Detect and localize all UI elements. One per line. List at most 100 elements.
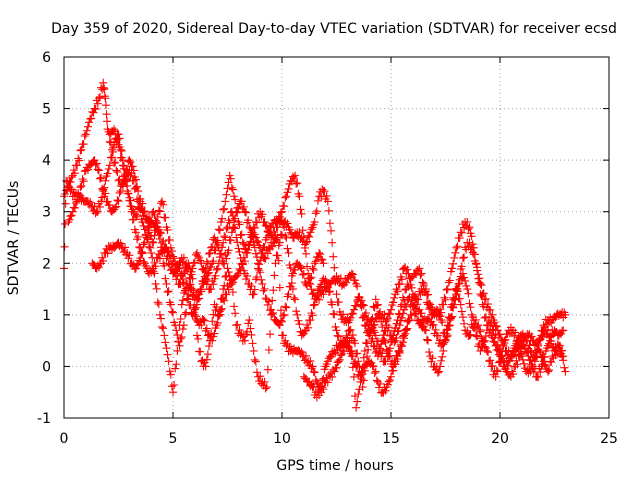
data-point: [319, 374, 328, 383]
data-point: [369, 341, 378, 350]
data-point: [209, 257, 218, 266]
data-point: [280, 310, 289, 319]
data-point: [188, 291, 197, 300]
data-point: [222, 190, 231, 199]
data-point: [491, 372, 500, 381]
data-point: [401, 285, 410, 294]
y-tick-label: -1: [37, 411, 51, 427]
data-point: [137, 203, 146, 212]
data-point: [252, 368, 261, 377]
data-point: [315, 391, 324, 400]
data-point: [119, 164, 128, 173]
data-point: [77, 145, 86, 154]
data-point: [437, 356, 446, 365]
data-point: [103, 117, 112, 126]
data-point: [296, 205, 305, 214]
data-point: [376, 310, 385, 319]
data-point: [463, 326, 472, 335]
data-point: [187, 267, 196, 276]
data-point: [235, 264, 244, 273]
data-point: [464, 289, 473, 298]
data-point: [305, 279, 314, 288]
data-point: [247, 282, 256, 291]
data-point: [170, 380, 179, 389]
data-point: [159, 200, 168, 209]
data-point: [383, 314, 392, 323]
data-point: [75, 156, 84, 165]
data-point: [146, 243, 155, 252]
data-point: [220, 296, 229, 305]
data-point: [139, 240, 148, 249]
data-point: [263, 227, 272, 236]
x-tick-label: 20: [491, 431, 509, 447]
data-point: [245, 223, 254, 232]
data-point: [211, 271, 220, 280]
data-point: [443, 285, 452, 294]
data-point: [274, 256, 283, 265]
data-point: [216, 305, 225, 314]
data-point: [307, 225, 316, 234]
data-points: [60, 78, 570, 412]
data-point: [173, 346, 182, 355]
data-point: [348, 309, 357, 318]
data-point: [149, 238, 158, 247]
data-point: [343, 341, 352, 350]
data-point: [142, 215, 151, 224]
data-point: [442, 332, 451, 341]
data-point: [172, 360, 181, 369]
data-point: [242, 208, 251, 217]
data-point: [419, 279, 428, 288]
data-point: [395, 321, 404, 330]
data-point: [538, 360, 547, 369]
data-point: [180, 260, 189, 269]
data-point: [112, 202, 121, 211]
data-point: [249, 346, 258, 355]
data-point: [95, 174, 104, 183]
data-point: [341, 337, 350, 346]
data-point: [517, 349, 526, 358]
data-point: [282, 233, 291, 242]
data-point: [148, 237, 157, 246]
data-point: [439, 346, 448, 355]
data-point: [429, 320, 438, 329]
data-point: [261, 254, 270, 263]
data-point: [231, 195, 240, 204]
data-point: [306, 316, 315, 325]
data-point: [87, 114, 96, 123]
data-point: [166, 243, 175, 252]
data-point: [387, 372, 395, 381]
data-point: [522, 347, 531, 356]
data-point: [173, 331, 182, 340]
data-point: [151, 279, 160, 288]
data-point: [385, 376, 394, 385]
data-point: [311, 257, 320, 266]
data-point: [220, 204, 229, 213]
data-point: [460, 319, 469, 328]
data-point: [76, 146, 85, 155]
data-point: [179, 321, 188, 330]
data-point: [264, 231, 273, 240]
data-point: [472, 259, 481, 268]
data-point: [140, 225, 149, 234]
data-point: [547, 337, 556, 346]
data-point: [167, 247, 176, 256]
data-point: [381, 386, 390, 395]
x-tick-label: 10: [273, 431, 291, 447]
data-point: [256, 372, 265, 381]
data-point: [79, 140, 88, 149]
data-point: [372, 301, 381, 310]
data-point: [97, 173, 106, 182]
data-point: [273, 233, 282, 242]
data-point: [165, 367, 174, 376]
data-point: [162, 344, 171, 353]
data-point: [461, 276, 470, 285]
data-point: [228, 288, 237, 297]
data-point: [434, 367, 443, 376]
data-point: [465, 223, 474, 232]
data-point: [252, 236, 261, 245]
data-point: [268, 309, 277, 318]
data-point: [190, 305, 199, 314]
data-point: [247, 233, 256, 242]
data-point: [237, 197, 246, 206]
